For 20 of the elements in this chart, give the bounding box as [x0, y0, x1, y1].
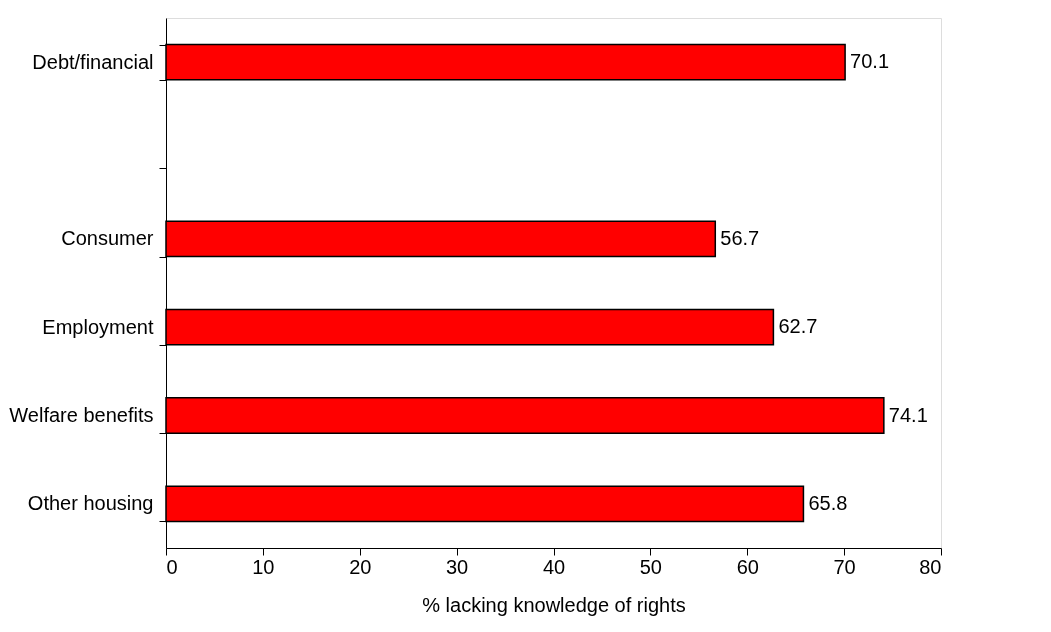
data-label: 74.1	[888, 403, 928, 426]
y-tick-label: Debt/financial	[32, 50, 154, 73]
data-label: 62.7	[778, 315, 818, 338]
y-tick-label: Welfare benefits	[9, 404, 154, 426]
x-axis-title: % lacking knowledge of rights	[422, 593, 686, 616]
y-tick-label: Consumer	[61, 227, 154, 250]
x-tick-label: 40	[542, 555, 566, 578]
y-tick-label: Other housing	[27, 492, 154, 515]
x-tick-label: 0	[166, 555, 178, 578]
x-tick-label: 50	[639, 555, 662, 578]
x-tick-label: 10	[252, 555, 275, 578]
y-tick-label: Employment	[42, 315, 154, 338]
data-label: 65.8	[808, 491, 848, 514]
x-tick-label: 70	[833, 555, 856, 578]
x-tick-label: 60	[736, 555, 759, 578]
x-tick-label: 80	[919, 555, 942, 578]
data-label: 70.1	[850, 50, 890, 73]
x-tick-label: 20	[349, 555, 372, 578]
data-label: 56.7	[720, 226, 760, 249]
x-tick-label: 30	[446, 555, 469, 578]
